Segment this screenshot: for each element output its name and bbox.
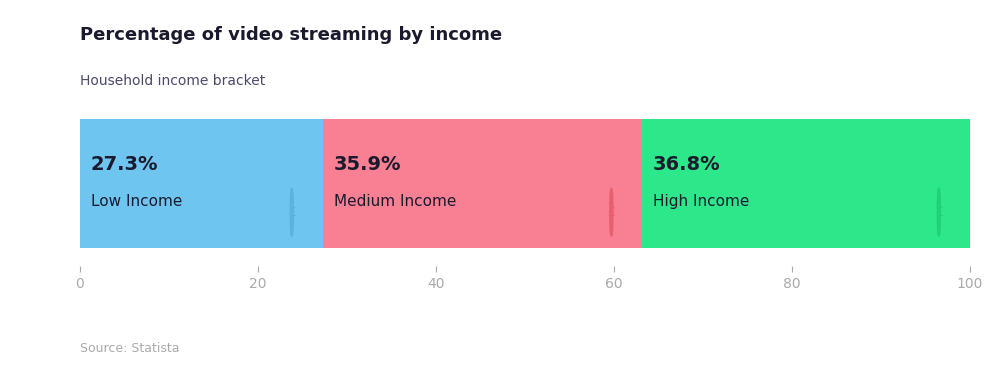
Text: £: £: [935, 206, 943, 219]
Text: £: £: [288, 206, 296, 219]
Text: Low Income: Low Income: [91, 194, 182, 209]
Bar: [323, 119, 642, 248]
Bar: [642, 119, 970, 248]
Text: Percentage of video streaming by income: Percentage of video streaming by income: [80, 26, 502, 44]
Bar: [80, 119, 323, 248]
Text: Household income bracket: Household income bracket: [80, 74, 265, 88]
Text: £: £: [607, 206, 615, 219]
Text: High Income: High Income: [653, 194, 750, 209]
Text: Medium Income: Medium Income: [334, 194, 456, 209]
Text: Source: Statista: Source: Statista: [80, 342, 180, 355]
Text: 27.3%: 27.3%: [91, 155, 158, 174]
Text: 36.8%: 36.8%: [653, 155, 721, 174]
Text: 35.9%: 35.9%: [334, 155, 401, 174]
